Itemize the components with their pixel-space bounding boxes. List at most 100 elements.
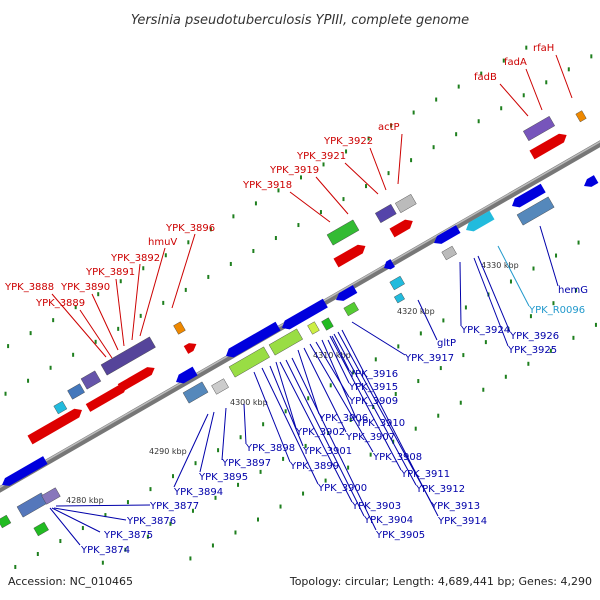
upper-arrow-body [389,219,413,238]
upper-arrow-body [529,133,567,160]
gene-label-ypk-3910[interactable]: YPK_3910 [355,418,405,429]
lower-feature [516,196,555,226]
gene-label-rfah[interactable]: rfaH [533,43,554,54]
guide-dot [146,534,149,539]
gene-label-ypk-3925[interactable]: YPK_3925 [507,345,557,356]
gene-label-ypk-3907[interactable]: YPK_3907 [345,432,395,443]
gene-label-ypk-3924[interactable]: YPK_3924 [460,325,510,336]
gene-label-ypk-3919[interactable]: YPK_3919 [269,165,319,176]
gene-label-ypk-r0096[interactable]: YPK_R0096 [528,305,585,316]
guide-dot [484,340,487,345]
guide-dot [101,560,104,565]
lower-arrow [2,456,48,486]
gene-label-ypk-3875[interactable]: YPK_3875 [103,530,153,541]
gene-label-fada[interactable]: fadA [504,57,527,68]
gene-label-ypk-3874[interactable]: YPK_3874 [80,545,130,556]
gene-label-gltp[interactable]: gltP [437,338,456,349]
guide-dot [502,58,505,63]
gene-label-ypk-3895[interactable]: YPK_3895 [198,472,248,483]
leader-line [333,333,417,486]
gene-label-ypk-3891[interactable]: YPK_3891 [85,267,135,278]
leader-line [51,293,107,358]
gene-label-ypk-3876[interactable]: YPK_3876 [126,516,176,527]
gene-label-ypk-3877[interactable]: YPK_3877 [149,501,199,512]
leader-line [539,225,559,287]
guide-dot [234,530,237,535]
gene-label-ypk-3908[interactable]: YPK_3908 [372,452,422,463]
leader-line [337,331,432,503]
gene-label-ypk-3914[interactable]: YPK_3914 [437,516,487,527]
gene-label-ypk-3912[interactable]: YPK_3912 [415,484,465,495]
leader-line [171,233,196,309]
gene-label-ypk-3918[interactable]: YPK_3918 [242,180,292,191]
leader-line [297,349,320,415]
leader-line [261,367,319,485]
gene-label-ypk-3906[interactable]: YPK_3906 [318,413,368,424]
gene-label-ypk-3897[interactable]: YPK_3897 [221,458,271,469]
lower-arrow-body [434,225,461,244]
gene-label-ypk-3896[interactable]: YPK_3896 [165,223,215,234]
gene-label-ypk-3890[interactable]: YPK_3890 [60,282,110,293]
guide-dot [374,357,377,362]
leader-line [173,413,209,488]
gene-label-ypk-3894[interactable]: YPK_3894 [173,487,223,498]
lower-feature-body [228,346,270,378]
leader-line [131,263,141,341]
lower-arrow-body [2,456,48,486]
gene-label-hmuv[interactable]: hmuV [148,237,177,248]
gene-label-ypk-3903[interactable]: YPK_3903 [351,501,401,512]
guide-dot [567,67,570,72]
guide-dot [545,80,548,85]
lower-feature-body [441,245,457,261]
leader-line [279,361,353,503]
gene-label-ypk-3905[interactable]: YPK_3905 [375,530,425,541]
gene-label-ypk-3902[interactable]: YPK_3902 [295,427,345,438]
guide-dot [36,552,39,557]
gene-label-fadb[interactable]: fadB [474,72,497,83]
guide-dot [352,370,355,375]
upper-feature [522,115,556,142]
gene-label-ypk-3917[interactable]: YPK_3917 [404,353,454,364]
guide-dot [525,45,528,50]
guide-dot [324,478,327,483]
gene-label-ypk-3913[interactable]: YPK_3913 [430,501,480,512]
leader-line [55,504,151,507]
gene-label-ypk-3901[interactable]: YPK_3901 [302,446,352,457]
lower-arrow [584,175,599,187]
lower-arrow-body [384,259,395,270]
gene-label-ypk-3921[interactable]: YPK_3921 [296,151,346,162]
gene-label-ypk-3916[interactable]: YPK_3916 [348,369,398,380]
guide-dot [552,301,555,306]
gene-label-ypk-3899[interactable]: YPK_3899 [289,461,339,472]
gene-label-ypk-3926[interactable]: YPK_3926 [509,331,559,342]
guide-dot [191,508,194,513]
gene-label-ypk-3900[interactable]: YPK_3900 [317,483,367,494]
gene-label-ypk-3904[interactable]: YPK_3904 [363,515,413,526]
guide-dot [532,266,535,271]
gene-label-actp[interactable]: actP [378,122,400,133]
lower-feature-body [393,292,405,304]
guide-dot [239,435,242,440]
gene-label-ypk-3892[interactable]: YPK_3892 [110,253,160,264]
gene-label-ypk-3889[interactable]: YPK_3889 [35,298,85,309]
gene-label-hemg[interactable]: hemG [558,285,588,296]
gene-label-ypk-3888[interactable]: YPK_3888 [4,282,54,293]
guide-dot [299,175,302,180]
kbp-ticks: 4280 kbp 4290 kbp 4300 kbp 4310 kbp 4320… [66,261,519,505]
gene-label-ypk-3909[interactable]: YPK_3909 [348,396,398,407]
gene-label-ypk-3911[interactable]: YPK_3911 [400,469,450,480]
gene-label-ypk-3915[interactable]: YPK_3915 [348,382,398,393]
gene-label-ypk-3922[interactable]: YPK_3922 [323,136,373,147]
guide-dot [187,240,190,245]
guide-dot [457,84,460,89]
upper-arrow [27,408,82,445]
guide-dot [189,556,192,561]
gene-label-ypk-3898[interactable]: YPK_3898 [245,443,295,454]
leader-line [221,407,227,461]
leader-line [329,335,402,471]
upper-feature [326,219,360,246]
guide-dot [369,452,372,457]
guide-dot [432,145,435,150]
leader-line [327,339,350,384]
